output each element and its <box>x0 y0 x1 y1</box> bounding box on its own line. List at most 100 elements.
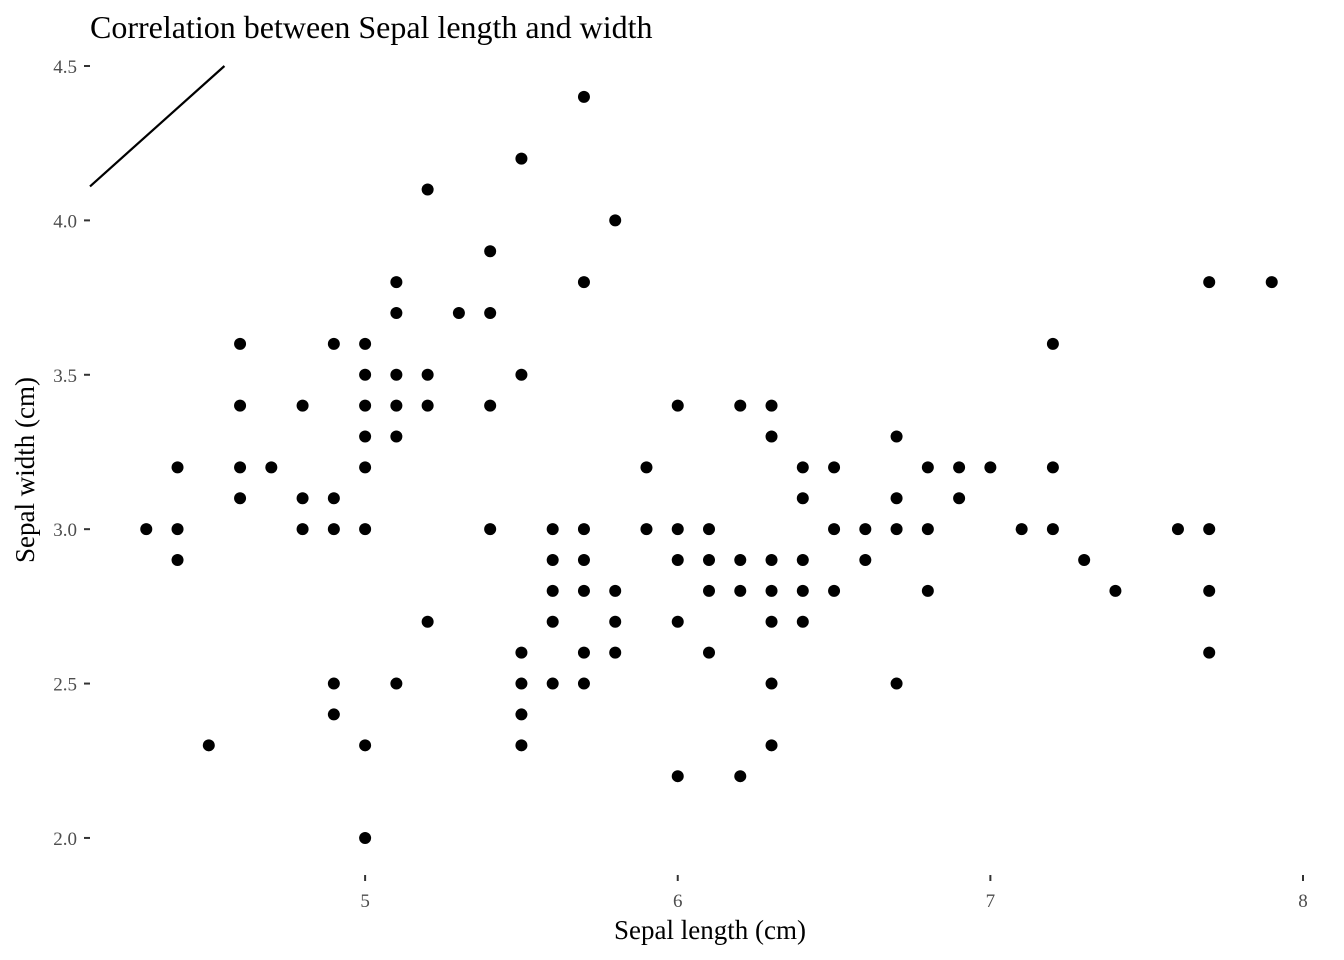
data-point <box>390 276 403 289</box>
data-point <box>765 430 778 443</box>
data-point <box>359 461 372 474</box>
data-point <box>484 399 497 412</box>
data-point <box>734 554 747 567</box>
data-point <box>1171 523 1184 536</box>
data-point <box>890 430 903 443</box>
data-point <box>1046 337 1059 350</box>
data-point <box>327 677 340 690</box>
data-point <box>171 554 184 567</box>
data-point <box>921 523 934 536</box>
y-tick-label: 2.5 <box>53 675 77 696</box>
data-point <box>577 276 590 289</box>
data-point <box>359 739 372 752</box>
data-point <box>359 399 372 412</box>
data-point <box>234 461 247 474</box>
data-point <box>953 492 966 505</box>
data-point <box>765 739 778 752</box>
y-axis: 2.0 2.5 3.0 3.5 4.0 4.5 <box>53 57 90 850</box>
y-tick-label: 4.5 <box>53 57 77 78</box>
data-point <box>546 554 559 567</box>
data-point <box>359 368 372 381</box>
data-point <box>796 584 809 597</box>
data-point <box>765 615 778 628</box>
data-point <box>609 214 622 227</box>
data-point <box>1015 523 1028 536</box>
data-point <box>671 615 684 628</box>
data-point <box>890 523 903 536</box>
data-point <box>703 523 716 536</box>
data-point <box>1203 276 1216 289</box>
data-point <box>921 584 934 597</box>
data-point <box>1265 276 1278 289</box>
plot-area <box>89 65 1278 844</box>
y-tick-label: 3.5 <box>53 366 77 387</box>
data-point <box>577 523 590 536</box>
data-point <box>796 615 809 628</box>
data-point <box>859 554 872 567</box>
data-point <box>484 307 497 320</box>
data-point <box>327 492 340 505</box>
data-point <box>671 770 684 783</box>
data-point <box>234 337 247 350</box>
data-point <box>265 461 278 474</box>
data-point <box>515 368 528 381</box>
data-point <box>1109 584 1122 597</box>
data-point <box>421 615 434 628</box>
y-tick-label: 3.0 <box>53 520 77 541</box>
data-point <box>1203 646 1216 659</box>
data-point <box>765 584 778 597</box>
data-point <box>359 831 372 844</box>
data-point <box>828 523 841 536</box>
x-axis-title: Sepal length (cm) <box>614 915 806 945</box>
data-point <box>359 523 372 536</box>
data-point <box>671 399 684 412</box>
data-point <box>859 523 872 536</box>
data-point <box>515 646 528 659</box>
data-point <box>953 461 966 474</box>
data-point <box>546 584 559 597</box>
data-point <box>765 399 778 412</box>
y-tick-label: 4.0 <box>53 211 77 232</box>
data-point <box>734 584 747 597</box>
data-point <box>703 554 716 567</box>
data-point <box>327 337 340 350</box>
data-point <box>390 307 403 320</box>
data-point <box>890 677 903 690</box>
data-point <box>515 739 528 752</box>
data-point <box>1078 554 1091 567</box>
data-point <box>577 646 590 659</box>
data-point <box>140 523 153 536</box>
data-point <box>296 399 309 412</box>
data-point <box>452 307 465 320</box>
data-point <box>359 337 372 350</box>
data-point <box>734 399 747 412</box>
data-point <box>546 615 559 628</box>
y-axis-title: Sepal width (cm) <box>10 377 40 563</box>
data-point <box>390 368 403 381</box>
data-point <box>484 523 497 536</box>
data-point <box>171 461 184 474</box>
data-point <box>640 461 653 474</box>
data-point <box>577 584 590 597</box>
data-point <box>1203 584 1216 597</box>
data-point <box>327 523 340 536</box>
data-point <box>390 399 403 412</box>
data-point <box>515 677 528 690</box>
data-point <box>890 492 903 505</box>
data-point <box>421 183 434 196</box>
data-point <box>421 399 434 412</box>
data-point <box>296 492 309 505</box>
data-point <box>577 90 590 103</box>
data-point <box>703 646 716 659</box>
data-point <box>390 677 403 690</box>
data-point <box>202 739 215 752</box>
x-tick-label: 5 <box>360 891 370 912</box>
x-tick-label: 8 <box>1298 891 1308 912</box>
data-point <box>484 245 497 258</box>
data-point <box>1046 461 1059 474</box>
data-point <box>734 770 747 783</box>
data-point <box>515 152 528 165</box>
data-point <box>609 646 622 659</box>
data-point <box>828 584 841 597</box>
